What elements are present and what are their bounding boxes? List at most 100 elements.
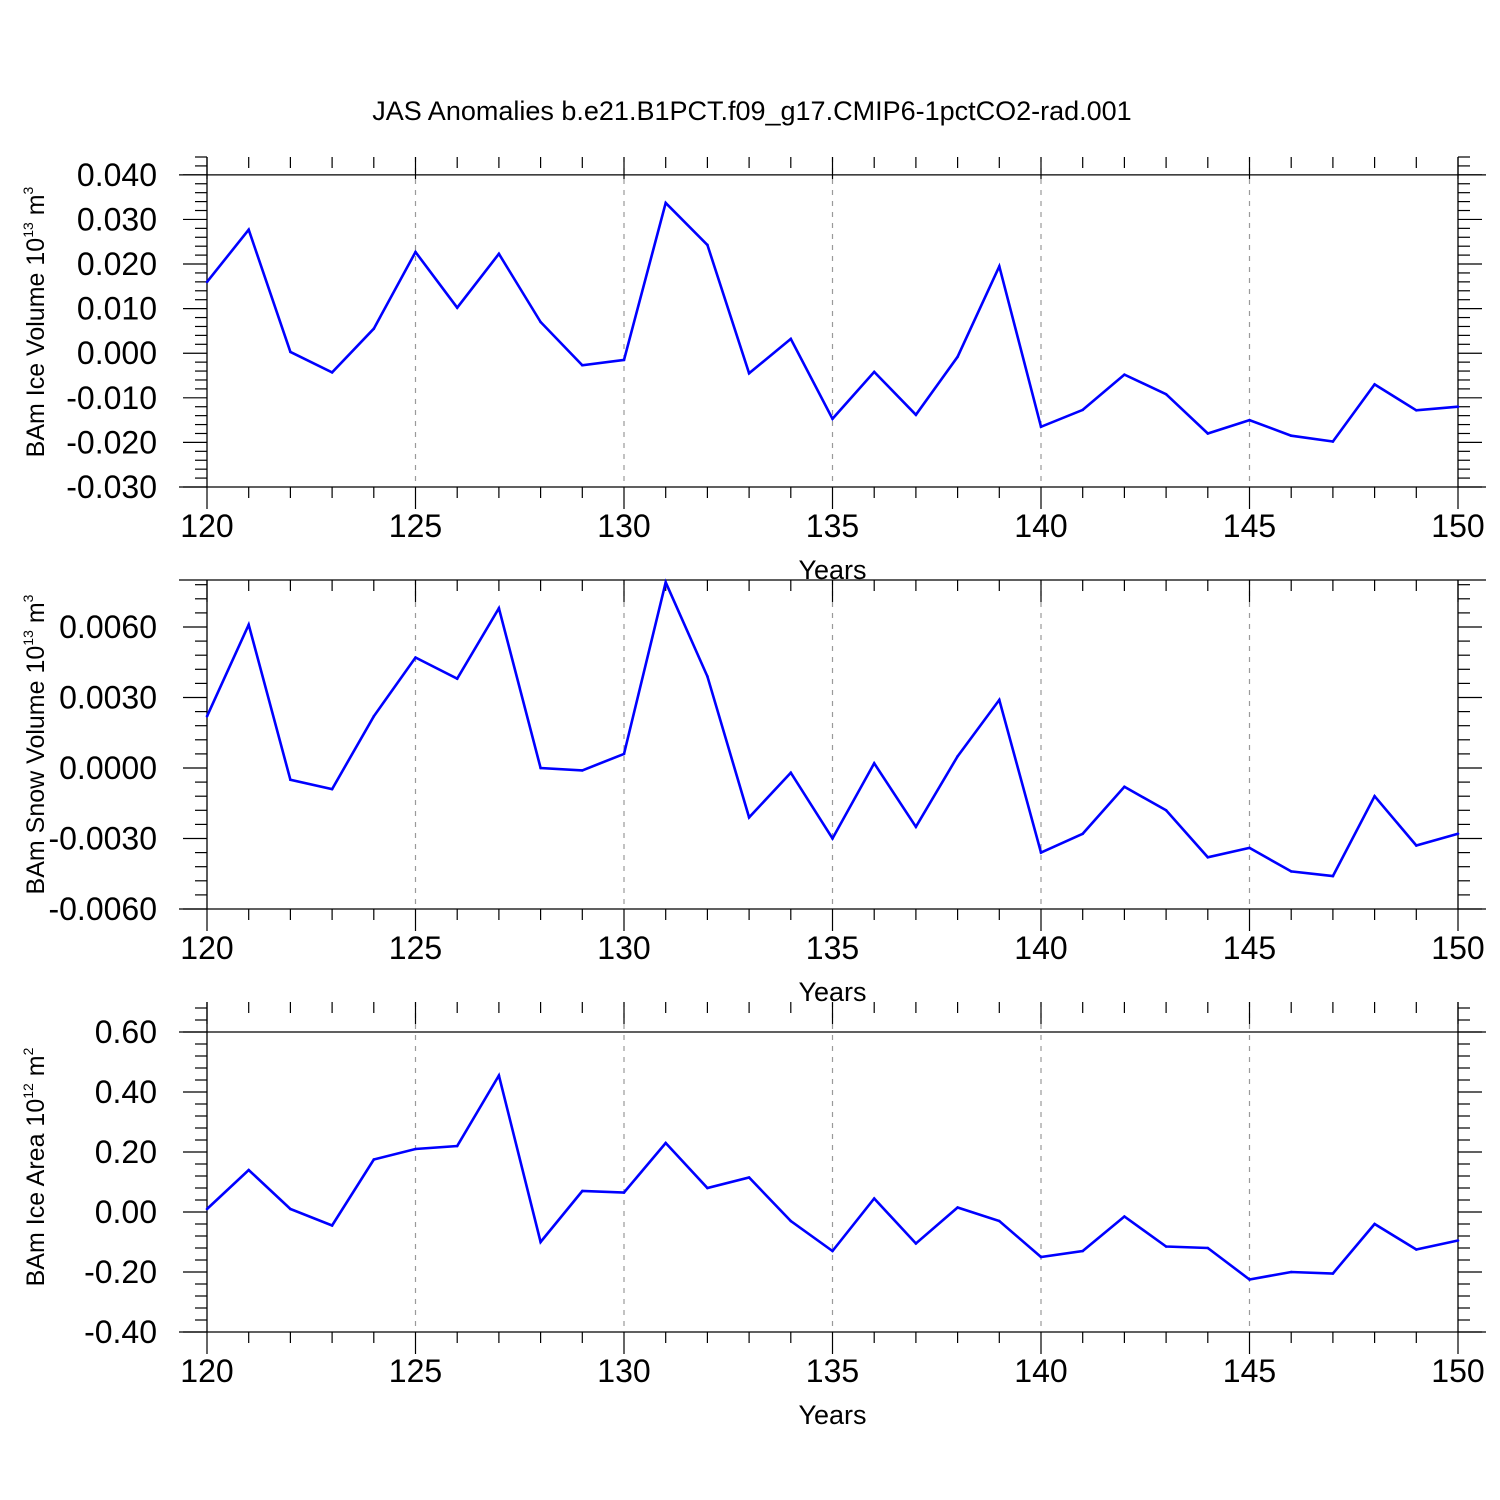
data-point <box>831 837 834 840</box>
x-tick-label: 135 <box>806 508 859 544</box>
y-label-text: BAm Ice Volume 10 <box>22 238 50 458</box>
y-label-text: BAm Snow Volume 10 <box>22 646 50 895</box>
data-point <box>581 769 584 772</box>
data-point <box>497 1074 501 1077</box>
data-point <box>747 1176 751 1179</box>
panels: -0.030 -0.020 -0.010 0.000 0.010 0.020 0.030 0.… <box>20 156 1486 1430</box>
y-tick-label: -0.020 <box>66 424 157 460</box>
data-point <box>539 320 542 324</box>
data-point <box>414 250 417 254</box>
data-point <box>1289 1270 1293 1274</box>
y-tick-label: 0.000 <box>77 335 157 371</box>
data-point <box>1289 870 1293 873</box>
data-point <box>455 677 459 680</box>
y-tick-label: 0.010 <box>77 291 157 327</box>
y-label-text: BAm Ice Area 10 <box>22 1099 50 1287</box>
data-point <box>581 1189 584 1193</box>
data-point <box>497 606 501 610</box>
data-point <box>622 1191 626 1194</box>
x-tick-label: 150 <box>1431 1353 1484 1389</box>
data-point <box>1081 1249 1084 1253</box>
data-point <box>998 698 1001 702</box>
y-label-exponent: 3 <box>20 594 36 602</box>
data-point <box>914 825 918 829</box>
data-point <box>1164 1245 1168 1248</box>
y-label-unit: m <box>22 194 50 222</box>
y-tick-label: 0.20 <box>95 1134 157 1170</box>
panel-2: -0.0060 -0.0030 0.0000 0.0030 0.0060 120 125 13… <box>20 578 1486 1007</box>
y-tick-label: 0.0030 <box>59 680 157 716</box>
data-point <box>1373 1222 1376 1226</box>
x-tick-label: 150 <box>1431 508 1484 544</box>
data-point <box>455 306 459 310</box>
data-point <box>789 1219 793 1223</box>
data-point <box>1415 408 1418 412</box>
y-tick-label: 0.00 <box>95 1194 157 1230</box>
data-point <box>247 228 250 231</box>
data-point <box>1248 1278 1251 1281</box>
data-point <box>539 766 542 770</box>
y-tick-label: 0.0000 <box>59 750 157 786</box>
data-point <box>956 754 959 758</box>
y-tick-label: -0.20 <box>84 1254 157 1290</box>
y-tick-label: 0.030 <box>77 201 157 237</box>
y-label-exponent: 12 <box>20 1083 36 1099</box>
x-tick-label: 135 <box>806 930 859 966</box>
data-point <box>872 1197 876 1200</box>
data-point <box>956 355 959 359</box>
x-tick-label: 120 <box>180 930 233 966</box>
data-point <box>372 1158 376 1161</box>
data-point <box>581 363 584 367</box>
data-point <box>372 715 376 718</box>
data-point <box>1039 425 1043 429</box>
data-point <box>247 1168 250 1172</box>
data-point <box>998 1219 1001 1223</box>
x-tick-label: 125 <box>389 1353 442 1389</box>
data-point <box>747 816 751 819</box>
chart-title: JAS Anomalies b.e21.B1PCT.f09_g17.CMIP6-… <box>372 96 1131 126</box>
y-tick-label: -0.030 <box>66 469 157 505</box>
data-point <box>706 1186 709 1190</box>
data-point <box>1164 809 1168 812</box>
data-point <box>706 243 709 247</box>
x-tick-label: 145 <box>1223 1353 1276 1389</box>
data-point <box>706 675 709 678</box>
data-point <box>1456 1239 1460 1242</box>
y-label-unit: m <box>22 1055 50 1083</box>
data-point <box>664 1141 667 1145</box>
data-point <box>455 1144 459 1148</box>
y-tick-label: -0.0060 <box>48 891 157 927</box>
x-tick-label: 140 <box>1014 1353 1067 1389</box>
panel-1: -0.030 -0.020 -0.010 0.000 0.010 0.020 0.030 0.… <box>20 156 1486 585</box>
data-point <box>831 417 834 421</box>
y-tick-label: 0.60 <box>95 1014 157 1050</box>
data-point <box>1039 851 1043 854</box>
x-tick-label: 130 <box>597 508 650 544</box>
data-point <box>1123 1215 1126 1218</box>
data-point <box>872 762 876 765</box>
data-point <box>1373 383 1376 386</box>
data-point <box>1123 785 1126 789</box>
data-point <box>497 252 501 256</box>
y-tick-label: 0.40 <box>95 1074 157 1110</box>
data-point <box>998 264 1001 268</box>
x-tick-label: 135 <box>806 1353 859 1389</box>
y-tick-label: -0.40 <box>84 1314 157 1350</box>
x-tick-label: 125 <box>389 508 442 544</box>
y-tick-label: 0.0060 <box>59 609 157 645</box>
x-tick-label: 130 <box>597 1353 650 1389</box>
x-tick-label: 130 <box>597 930 650 966</box>
y-tick-label: -0.0030 <box>48 821 157 857</box>
data-point <box>1415 1248 1418 1251</box>
y-label-exponent: 3 <box>20 186 36 194</box>
data-point <box>1331 1272 1335 1275</box>
data-point <box>289 1207 292 1211</box>
data-point <box>1456 405 1460 409</box>
data-point <box>747 371 751 375</box>
y-label-unit: m <box>22 602 50 630</box>
y-tick-label: 0.040 <box>77 157 157 193</box>
data-point <box>205 280 209 284</box>
y-axis-label: BAm Snow Volume 1013 m3 <box>20 594 50 894</box>
x-tick-label: 140 <box>1014 930 1067 966</box>
x-tick-label: 140 <box>1014 508 1067 544</box>
